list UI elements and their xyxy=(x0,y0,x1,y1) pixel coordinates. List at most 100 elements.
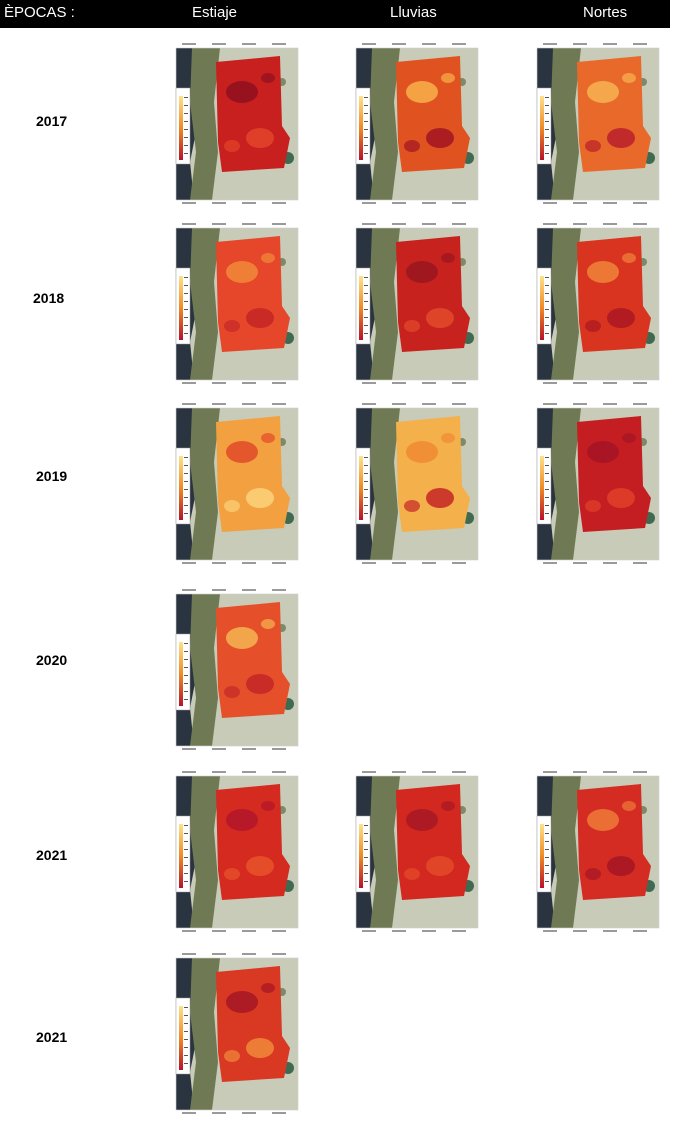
axis-tick-label xyxy=(182,223,196,225)
legend-tick xyxy=(184,325,188,326)
legend-tick xyxy=(184,277,188,278)
legend-tick xyxy=(364,153,368,154)
legend-tick xyxy=(545,285,549,286)
axis-tick-label xyxy=(182,403,196,405)
heat-spot xyxy=(246,1038,274,1058)
season-estiaje-label: Estiaje xyxy=(192,4,238,21)
axis-tick-label xyxy=(573,403,587,405)
heat-spot xyxy=(622,433,636,443)
map-figure xyxy=(175,953,299,1114)
heatmap-nortes-2018 xyxy=(533,222,661,386)
axis-tick-label xyxy=(242,562,256,564)
axis-tick-label xyxy=(242,748,256,750)
legend-tick xyxy=(184,857,188,858)
legend-tick xyxy=(545,153,549,154)
heat-spot xyxy=(585,140,601,152)
heatmap-lluvias-2017 xyxy=(352,42,480,206)
axis-tick-label xyxy=(543,930,557,932)
axis-tick-label xyxy=(603,223,617,225)
land-area xyxy=(190,958,220,1110)
legend-tick xyxy=(184,113,188,114)
axis-tick-label xyxy=(362,223,376,225)
legend-tick xyxy=(364,465,368,466)
land-area xyxy=(551,228,581,380)
heatmap-nortes-2019 xyxy=(533,402,661,566)
axis-tick-label xyxy=(242,382,256,384)
legend-tick xyxy=(545,857,549,858)
legend-tick xyxy=(184,699,188,700)
legend-tick xyxy=(545,825,549,826)
legend-tick xyxy=(545,325,549,326)
axis-tick-label xyxy=(362,930,376,932)
heat-spot xyxy=(441,253,455,263)
heat-spot xyxy=(441,433,455,443)
legend-tick xyxy=(364,317,368,318)
axis-tick-label xyxy=(212,589,226,591)
legend-colorbar xyxy=(540,456,544,520)
legend-tick xyxy=(364,881,368,882)
legend-tick xyxy=(545,505,549,506)
legend-colorbar xyxy=(179,276,183,340)
axis-tick-label xyxy=(603,930,617,932)
axis-tick-label xyxy=(242,953,256,955)
axis-tick-label xyxy=(272,953,286,955)
legend-tick xyxy=(545,129,549,130)
legend-tick xyxy=(184,873,188,874)
heat-spot xyxy=(607,856,635,876)
heat-spot xyxy=(246,128,274,148)
heat-polygon xyxy=(396,56,470,172)
legend-tick xyxy=(545,841,549,842)
heat-spot xyxy=(406,81,438,103)
legend-tick xyxy=(364,825,368,826)
legend-tick xyxy=(545,293,549,294)
legend-tick xyxy=(364,457,368,458)
map-figure xyxy=(175,771,299,932)
axis-tick-label xyxy=(272,771,286,773)
axis-tick-label xyxy=(182,589,196,591)
land-area xyxy=(190,594,220,746)
legend-tick xyxy=(364,873,368,874)
axis-tick-label xyxy=(212,953,226,955)
axis-tick-label xyxy=(362,202,376,204)
axis-tick-label xyxy=(392,562,406,564)
axis-tick-label xyxy=(422,930,436,932)
heatmap-estiaje-2021b xyxy=(172,952,300,1116)
map-figure xyxy=(355,43,479,204)
map-figure xyxy=(175,43,299,204)
heat-polygon xyxy=(216,602,290,718)
legend-tick xyxy=(545,301,549,302)
land-area xyxy=(370,228,400,380)
legend-tick xyxy=(545,309,549,310)
axis-tick-label xyxy=(362,382,376,384)
axis-tick-label xyxy=(573,382,587,384)
heat-spot xyxy=(261,801,275,811)
axis-tick-label xyxy=(543,771,557,773)
axis-tick-label xyxy=(242,202,256,204)
legend-tick xyxy=(184,881,188,882)
axis-tick-label xyxy=(633,382,647,384)
axis-tick-label xyxy=(182,930,196,932)
legend-tick xyxy=(364,97,368,98)
land-area xyxy=(190,408,220,560)
axis-tick-label xyxy=(603,403,617,405)
axis-tick-label xyxy=(212,382,226,384)
legend-colorbar xyxy=(540,96,544,160)
legend-tick xyxy=(184,153,188,154)
epocas-label: ÈPOCAS : xyxy=(4,4,75,21)
axis-tick-label xyxy=(633,223,647,225)
heat-spot xyxy=(226,991,258,1013)
axis-tick-label xyxy=(272,382,286,384)
legend-colorbar xyxy=(359,276,363,340)
legend-tick xyxy=(184,505,188,506)
legend-tick xyxy=(184,659,188,660)
legend-colorbar xyxy=(359,456,363,520)
legend-tick xyxy=(364,849,368,850)
axis-tick-label xyxy=(422,382,436,384)
legend-tick xyxy=(184,513,188,514)
heat-spot xyxy=(404,140,420,152)
axis-tick-label xyxy=(182,43,196,45)
legend-tick xyxy=(184,667,188,668)
axis-tick-label xyxy=(543,382,557,384)
axis-tick-label xyxy=(573,43,587,45)
heat-spot xyxy=(426,856,454,876)
